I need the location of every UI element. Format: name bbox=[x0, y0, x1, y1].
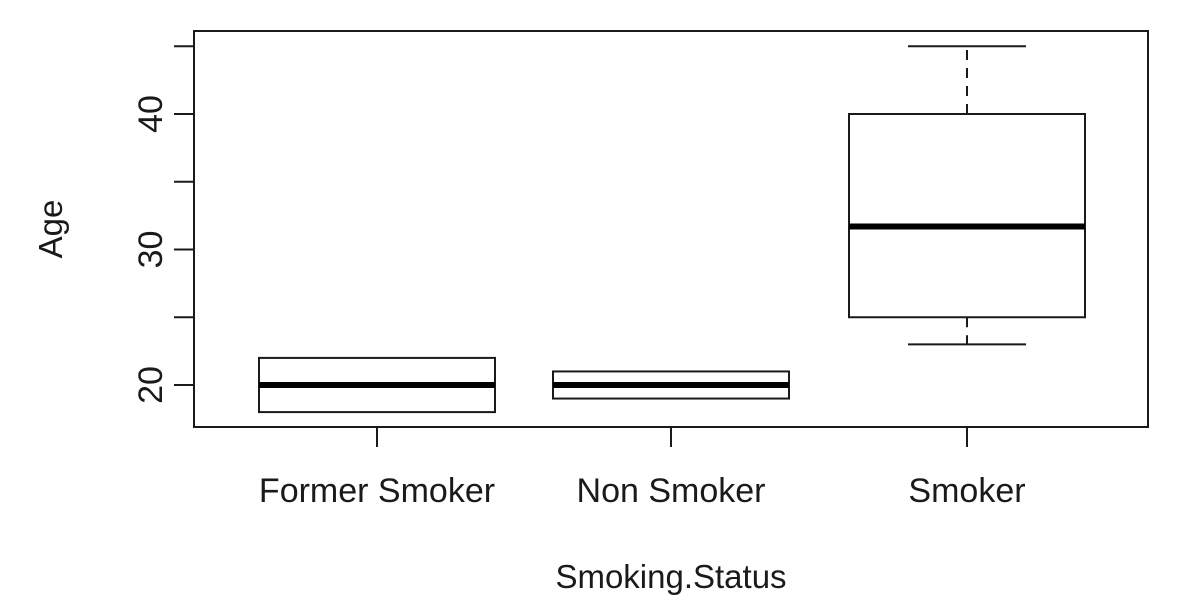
x-axis: Former Smoker Non Smoker Smoker bbox=[259, 427, 1026, 510]
x-tick-label-2: Smoker bbox=[908, 472, 1025, 510]
y-axis: 20 30 40 bbox=[132, 45, 194, 404]
y-axis-title: Age bbox=[32, 200, 69, 259]
x-tick-label-1: Non Smoker bbox=[577, 472, 766, 510]
box-1 bbox=[552, 370, 790, 400]
y-tick-label-20: 20 bbox=[132, 366, 170, 404]
boxes bbox=[258, 45, 1086, 414]
box-0 bbox=[258, 356, 496, 414]
y-tick-label-30: 30 bbox=[132, 231, 170, 269]
box-2 bbox=[848, 45, 1086, 346]
y-tick-label-40: 40 bbox=[132, 95, 170, 133]
x-tick-label-0: Former Smoker bbox=[259, 472, 495, 510]
x-axis-title: Smoking.Status bbox=[555, 558, 786, 595]
box-rect-2 bbox=[848, 113, 1086, 319]
